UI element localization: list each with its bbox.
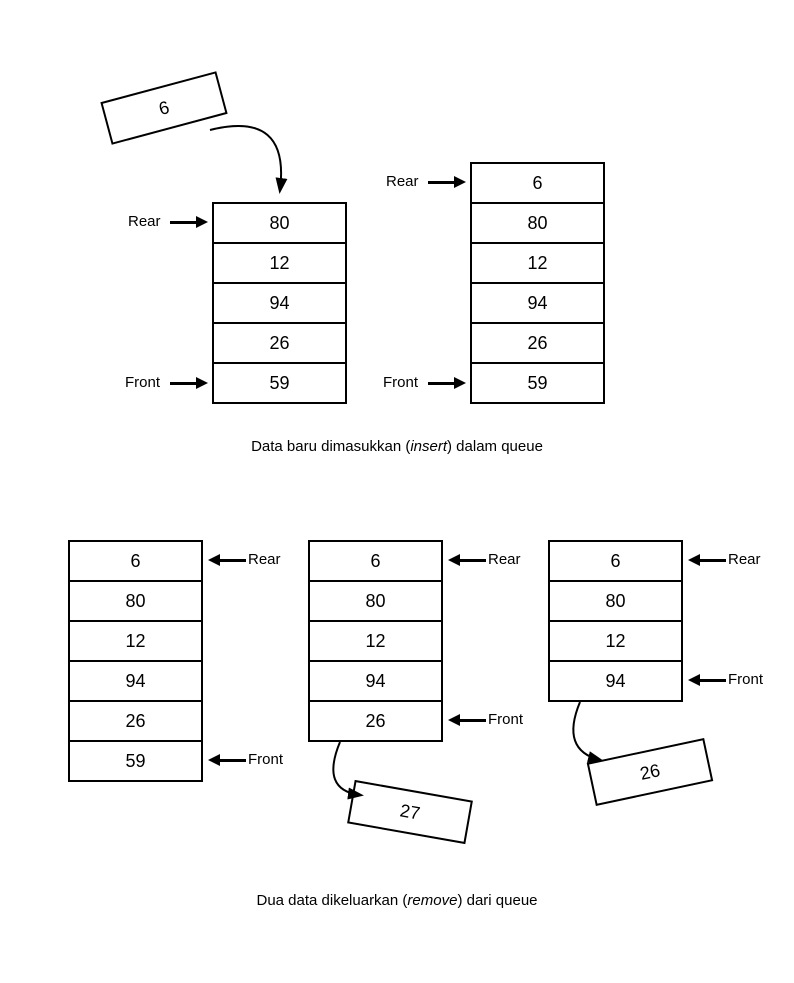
remove-end-curve xyxy=(0,0,794,900)
caption-remove: Dua data dikeluarkan (remove) dari queue xyxy=(0,892,794,909)
diagram-canvas: 6 80 12 94 26 59 Rear Front 6 80 12 94 2… xyxy=(0,0,794,983)
